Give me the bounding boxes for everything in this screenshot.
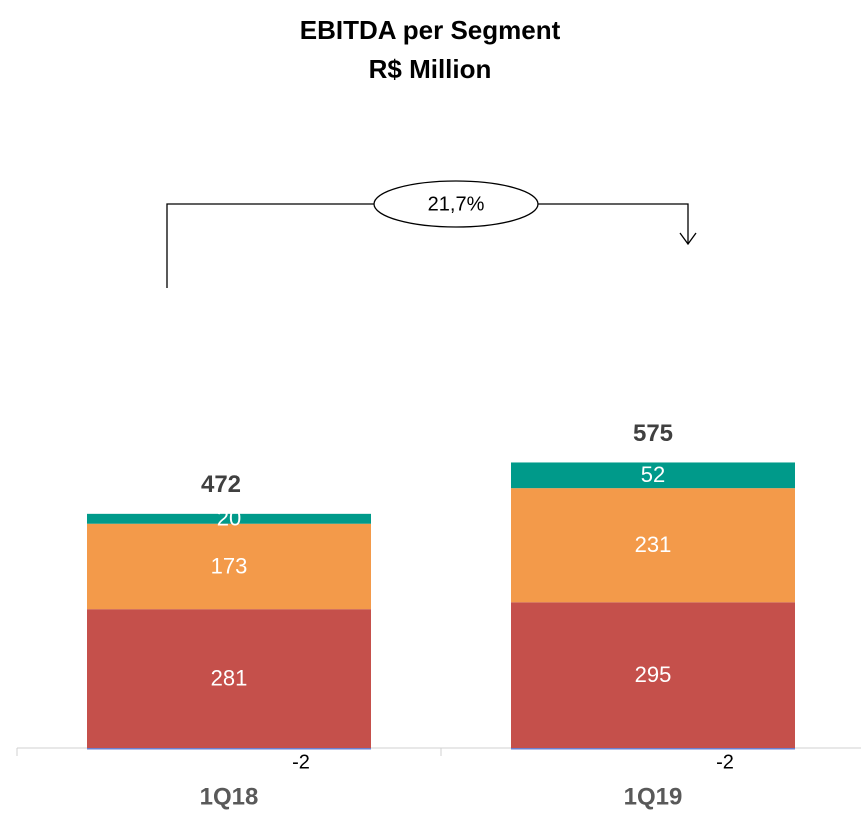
chart-title: EBITDA per Segment (300, 15, 561, 45)
bar-segment (511, 488, 795, 603)
data-label: 20 (217, 506, 241, 531)
bracket-left (166, 203, 374, 288)
total-label: 575 (633, 420, 673, 447)
data-label: 281 (211, 665, 248, 690)
growth-bracket (166, 180, 697, 288)
data-label: -2 (716, 751, 734, 773)
bar-segment (511, 748, 795, 750)
arrow-head (679, 232, 697, 246)
chart-subtitle: R$ Million (369, 54, 492, 84)
annotation-ellipse (373, 180, 539, 228)
bar-segment (87, 609, 371, 748)
bar-segment (87, 523, 371, 610)
data-label: 231 (635, 532, 672, 557)
total-label: 472 (201, 471, 241, 498)
data-label: 295 (635, 662, 672, 687)
x-tick-label: 1Q18 (200, 783, 259, 810)
data-label: -2 (292, 751, 310, 773)
bar-segment (511, 462, 795, 489)
bracket-right (538, 203, 689, 244)
bar-segment (87, 748, 371, 750)
annotation: 21,7% (428, 193, 485, 215)
data-label: 173 (211, 553, 248, 578)
bar-segment (87, 513, 371, 524)
bar-segment (511, 602, 795, 748)
data-label: 52 (641, 462, 665, 487)
x-tick-label: 1Q19 (624, 783, 683, 810)
